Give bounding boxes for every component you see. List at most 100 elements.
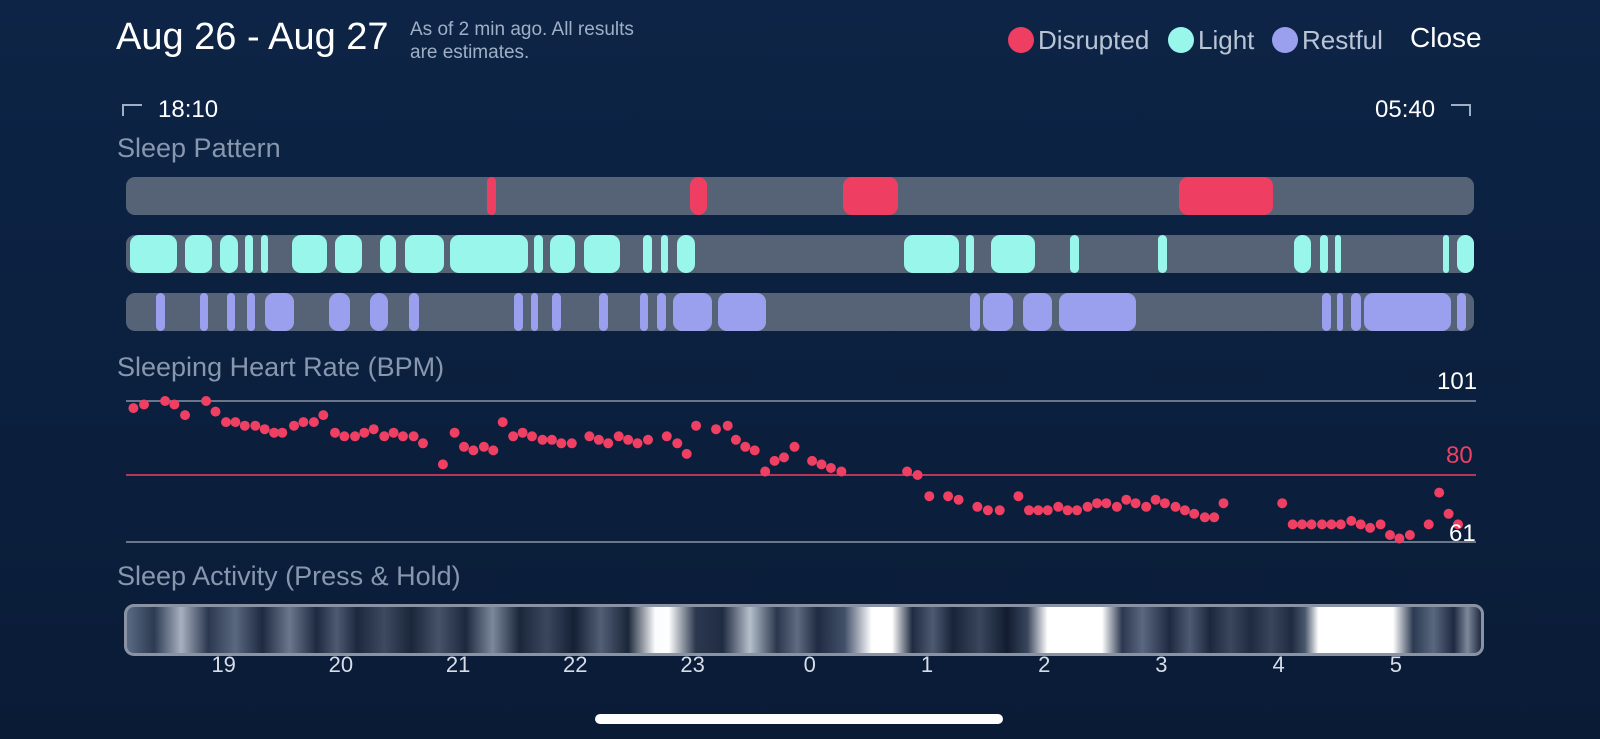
light-track[interactable]	[126, 235, 1475, 273]
light-segment	[660, 235, 668, 273]
heart-rate-point	[982, 505, 993, 516]
home-indicator[interactable]	[595, 714, 1003, 724]
heart-rate-point	[128, 403, 139, 414]
heart-rate-point	[180, 410, 190, 421]
heart-rate-point	[943, 491, 954, 502]
heart-rate-point	[388, 427, 399, 438]
heart-rate-point	[902, 466, 913, 477]
light-segment	[220, 235, 238, 273]
heart-rate-point	[681, 448, 692, 459]
restful-segment	[227, 293, 236, 331]
heart-rate-point	[139, 399, 149, 410]
heart-rate-point	[468, 445, 479, 456]
estimate-note: As of 2 min ago. All results are estimat…	[410, 18, 634, 64]
hour-tick-label: 23	[680, 652, 705, 677]
heart-rate-point	[339, 431, 350, 442]
heart-rate-point	[1150, 494, 1161, 505]
legend-disrupted-label: Disrupted	[1038, 24, 1150, 55]
hour-tick-label: 19	[211, 652, 236, 677]
heart-rate-point	[1385, 530, 1395, 540]
restful-track[interactable]	[126, 293, 1474, 331]
light-segment	[1319, 235, 1328, 273]
legend-light-label: Light	[1198, 24, 1255, 55]
sleep-activity-bar[interactable]	[124, 604, 1484, 656]
heart-rate-point	[250, 420, 261, 431]
disrupted-track[interactable]	[126, 177, 1474, 215]
heart-rate-point	[1375, 519, 1386, 530]
light-segment	[335, 235, 362, 273]
heart-rate-point	[769, 455, 780, 466]
light-segment	[583, 235, 620, 273]
legend-restful-label: Restful	[1302, 24, 1383, 55]
hour-tick-label: 3	[1155, 652, 1168, 677]
hour-tick-label: 5	[1389, 652, 1403, 677]
heart-rate-point	[1287, 519, 1298, 530]
hour-tick-label: 22	[563, 652, 588, 677]
heart-rate-point	[556, 438, 567, 449]
light-segment	[261, 235, 269, 273]
restful-segment	[200, 293, 209, 331]
heart-rate-point	[437, 459, 448, 470]
heart-rate-point	[623, 434, 634, 445]
heart-rate-point	[603, 438, 614, 449]
hour-tick-label: 20	[328, 652, 354, 677]
heart-rate-point	[1170, 501, 1181, 512]
heart-rate-point	[230, 417, 241, 428]
hour-tick-label: 2	[1038, 652, 1051, 677]
heart-rate-chart[interactable]	[0, 0, 1600, 560]
sleep-activity-title: Sleep Activity (Press & Hold)	[117, 561, 461, 591]
heart-rate-point	[584, 431, 595, 442]
hour-tick-label: 4	[1272, 652, 1285, 677]
restful-segment	[370, 293, 388, 331]
heart-rate-point	[691, 420, 702, 431]
light-segment	[677, 235, 695, 273]
heart-rate-point	[289, 420, 299, 431]
heart-rate-point	[1130, 498, 1141, 509]
heart-rate-point	[359, 427, 370, 438]
restful-segment	[264, 293, 294, 331]
light-segment	[1456, 235, 1475, 273]
restful-segment	[155, 293, 166, 331]
page-title: Aug 26 - Aug 27	[116, 16, 389, 58]
heart-rate-point	[418, 438, 428, 449]
close-button[interactable]: Close	[1410, 22, 1482, 53]
heart-rate-point	[160, 396, 171, 406]
heart-rate-point	[379, 431, 390, 442]
disrupted-segment	[842, 177, 898, 215]
restful-segment	[408, 293, 420, 331]
light-segment	[965, 235, 974, 273]
heart-rate-point	[1306, 519, 1317, 530]
disrupted-segment	[1179, 177, 1273, 215]
disrupted-segment	[487, 177, 496, 215]
heart-rate-point	[210, 406, 221, 417]
restful-segment	[247, 293, 256, 331]
restful-segment	[598, 293, 609, 331]
heart-rate-point	[1365, 522, 1376, 533]
light-segment	[184, 235, 212, 273]
hour-tick-label: 21	[445, 652, 471, 677]
heart-rate-point	[1317, 519, 1327, 530]
light-segment	[991, 235, 1035, 273]
estimate-note-line2: are estimates.	[410, 42, 530, 63]
light-dot-icon	[1168, 27, 1194, 53]
heart-rate-point	[318, 410, 329, 421]
restful-segment	[1351, 293, 1361, 331]
heart-rate-point	[972, 501, 983, 512]
heart-rate-point	[593, 434, 604, 445]
light-segment	[449, 235, 529, 273]
heart-rate-point	[277, 427, 288, 438]
heart-rate-point	[661, 431, 672, 442]
light-segment	[534, 235, 543, 273]
heart-rate-point	[239, 420, 250, 431]
restful-segment	[1337, 293, 1344, 331]
max-bpm-label: 101	[1437, 368, 1478, 395]
heart-rate-point	[1199, 512, 1210, 523]
light-segment	[129, 235, 177, 273]
avg-bpm-label: 80	[1446, 442, 1473, 469]
heart-rate-point	[1121, 494, 1132, 505]
heart-rate-point	[1024, 505, 1034, 516]
heart-rate-point	[537, 434, 548, 445]
range-start-time: 18:10	[158, 96, 219, 123]
heart-rate-point	[1355, 519, 1366, 530]
heart-rate-point	[1053, 501, 1064, 512]
